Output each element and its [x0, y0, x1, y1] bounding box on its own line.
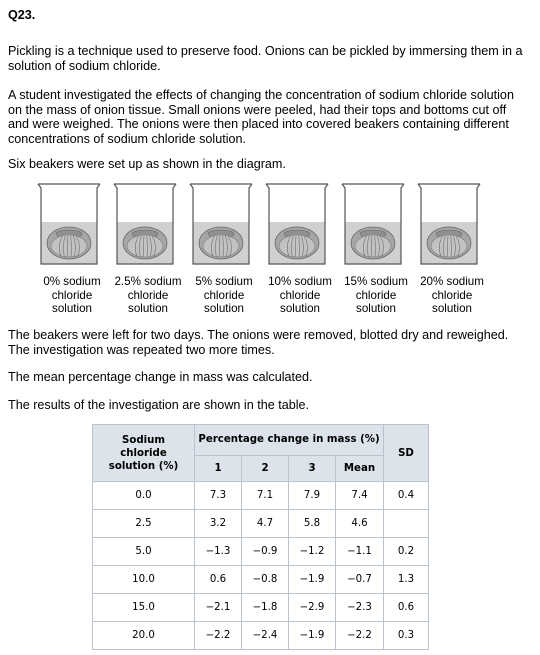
- cell-concentration: 10.0: [92, 565, 195, 594]
- beaker-label-0: 0% sodium chloride solution: [43, 275, 101, 316]
- beaker-5: [417, 183, 481, 265]
- onion-icon: [198, 226, 244, 260]
- onion-icon: [122, 226, 168, 260]
- beaker-outline: [341, 183, 405, 265]
- cell-sd: 0.6: [383, 593, 429, 622]
- procedure-paragraph: The beakers were left for two days. The …: [8, 328, 509, 357]
- beaker-outline: [189, 183, 253, 265]
- cell-trial-1: −2.2: [194, 621, 242, 650]
- onion-icon: [274, 226, 320, 260]
- table-row: 10.0 0.6 −0.8 −1.9 −0.7 1.3: [92, 565, 429, 594]
- method-paragraph: A student investigated the effects of ch…: [8, 88, 514, 146]
- cell-mean: −2.2: [335, 621, 384, 650]
- beaker-label-2: 5% sodium chloride solution: [195, 275, 253, 316]
- table-row: 15.0 −2.1 −1.8 −2.9 −2.3 0.6: [92, 593, 429, 622]
- table-row: 2.5 3.2 4.7 5.8 4.6: [92, 509, 429, 538]
- results-table: Sodium chloride solution (%) Percentage …: [92, 424, 429, 650]
- cell-trial-3: −1.9: [288, 621, 336, 650]
- beaker-outline: [113, 183, 177, 265]
- question-number: Q23.: [8, 8, 36, 22]
- beaker-0: [37, 183, 101, 265]
- cell-trial-3: 7.9: [288, 481, 336, 510]
- cell-sd: 0.3: [383, 621, 429, 650]
- cell-trial-1: −2.1: [194, 593, 242, 622]
- cell-trial-3: −2.9: [288, 593, 336, 622]
- cell-trial-1: 0.6: [194, 565, 242, 594]
- col-header-sd: SD: [383, 424, 429, 482]
- beaker-outline: [417, 183, 481, 265]
- cell-trial-2: −0.8: [241, 565, 289, 594]
- cell-trial-3: −1.9: [288, 565, 336, 594]
- cell-concentration: 20.0: [92, 621, 195, 650]
- cell-concentration: 5.0: [92, 537, 195, 566]
- beaker-outline: [265, 183, 329, 265]
- cell-concentration: 15.0: [92, 593, 195, 622]
- calculation-paragraph: The mean percentage change in mass was c…: [8, 370, 313, 384]
- cell-mean: −0.7: [335, 565, 384, 594]
- cell-trial-1: 7.3: [194, 481, 242, 510]
- col-header-trial-1: 1: [194, 454, 242, 483]
- beaker-diagram: [37, 183, 481, 265]
- beaker-1: [113, 183, 177, 265]
- cell-sd: 1.3: [383, 565, 429, 594]
- beaker-3: [265, 183, 329, 265]
- cell-trial-2: −0.9: [241, 537, 289, 566]
- cell-trial-3: 5.8: [288, 509, 336, 538]
- beaker-label-3: 10% sodium chloride solution: [268, 275, 332, 316]
- cell-sd: 0.4: [383, 481, 429, 510]
- table-row: 20.0 −2.2 −2.4 −1.9 −2.2 0.3: [92, 621, 429, 650]
- col-header-percentage-change: Percentage change in mass (%): [194, 424, 384, 456]
- beaker-label-4: 15% sodium chloride solution: [344, 275, 408, 316]
- cell-trial-3: −1.2: [288, 537, 336, 566]
- setup-paragraph: Six beakers were set up as shown in the …: [8, 157, 286, 171]
- cell-mean: 7.4: [335, 481, 384, 510]
- beaker-label-5: 20% sodium chloride solution: [420, 275, 484, 316]
- cell-trial-2: 4.7: [241, 509, 289, 538]
- table-row: 5.0 −1.3 −0.9 −1.2 −1.1 0.2: [92, 537, 429, 566]
- col-header-solution: Sodium chloride solution (%): [92, 424, 195, 482]
- beaker-outline: [37, 183, 101, 265]
- onion-icon: [426, 226, 472, 260]
- cell-trial-2: −2.4: [241, 621, 289, 650]
- cell-trial-2: 7.1: [241, 481, 289, 510]
- cell-mean: −1.1: [335, 537, 384, 566]
- beaker-2: [189, 183, 253, 265]
- cell-sd: [383, 509, 429, 538]
- cell-concentration: 0.0: [92, 481, 195, 510]
- cell-trial-1: −1.3: [194, 537, 242, 566]
- intro-paragraph: Pickling is a technique used to preserve…: [8, 44, 523, 73]
- cell-concentration: 2.5: [92, 509, 195, 538]
- cell-mean: −2.3: [335, 593, 384, 622]
- col-header-trial-3: 3: [288, 454, 336, 483]
- results-intro-paragraph: The results of the investigation are sho…: [8, 398, 310, 412]
- col-header-trial-2: 2: [241, 454, 289, 483]
- cell-sd: 0.2: [383, 537, 429, 566]
- cell-trial-2: −1.8: [241, 593, 289, 622]
- cell-trial-1: 3.2: [194, 509, 242, 538]
- beaker-label-1: 2.5% sodium chloride solution: [114, 275, 182, 316]
- beaker-4: [341, 183, 405, 265]
- col-header-mean: Mean: [335, 454, 384, 483]
- onion-icon: [350, 226, 396, 260]
- onion-icon: [46, 226, 92, 260]
- table-row: 0.0 7.3 7.1 7.9 7.4 0.4: [92, 481, 429, 510]
- cell-mean: 4.6: [335, 509, 384, 538]
